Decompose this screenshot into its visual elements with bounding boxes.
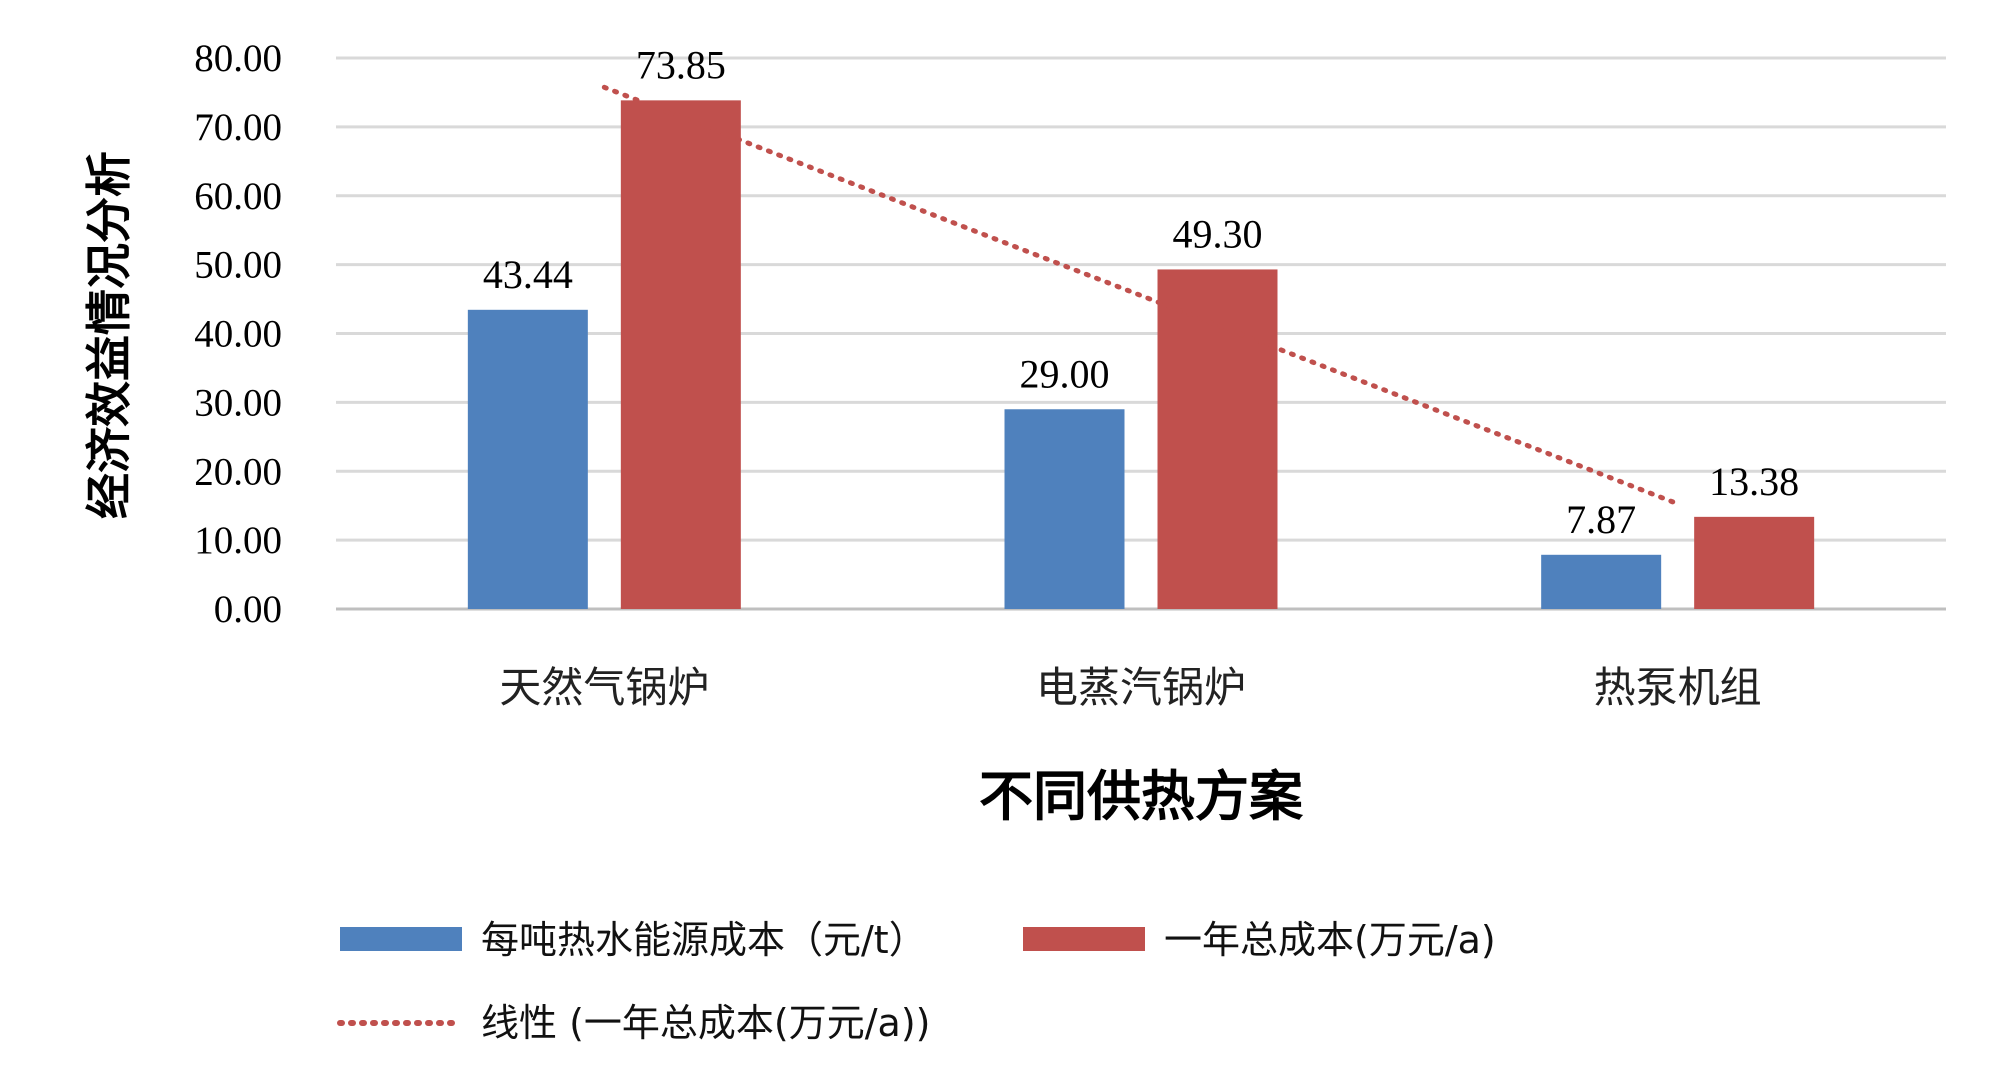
data-label: 13.38	[1709, 459, 1799, 504]
y-tick-labels: 0.00 10.00 20.00 30.00 40.00 50.00 60.00 70.00 8…	[194, 37, 282, 631]
legend: 每吨热水能源成本（元/t） 一年总成本(万元/a) 线性 (一年总成本(万元/a…	[337, 918, 1496, 1045]
data-label: 29.00	[1020, 351, 1110, 396]
y-axis-title: 经济效益情况分析	[82, 151, 136, 519]
y-tick-label: 0.00	[214, 588, 282, 631]
y-tick-label: 80.00	[194, 37, 282, 80]
category-labels: 天然气锅炉 电蒸汽锅炉 热泵机组	[499, 663, 1761, 712]
bar	[1694, 516, 1815, 609]
data-labels: 43.44 73.85 29.00 49.30 7.87 13.38	[483, 42, 1799, 541]
legend-label-series-2: 一年总成本(万元/a)	[1164, 918, 1496, 962]
legend-swatch-series-2	[1023, 927, 1145, 951]
bar	[1541, 554, 1662, 609]
y-tick-label: 20.00	[194, 450, 282, 493]
y-tick-label: 30.00	[194, 381, 282, 424]
data-label: 7.87	[1566, 497, 1636, 542]
bar	[467, 309, 588, 609]
y-tick-label: 60.00	[194, 175, 282, 218]
category-label: 电蒸汽锅炉	[1036, 663, 1246, 712]
y-tick-label: 10.00	[194, 519, 282, 562]
y-tick-label: 40.00	[194, 313, 282, 356]
bars	[467, 100, 1815, 609]
y-tick-label: 50.00	[194, 244, 282, 287]
x-axis-title: 不同供热方案	[979, 765, 1304, 828]
category-label: 天然气锅炉	[499, 663, 709, 712]
trendline-path	[601, 84, 1681, 507]
data-label: 73.85	[636, 42, 726, 87]
bar	[620, 100, 741, 609]
data-label: 49.30	[1173, 211, 1263, 256]
bar	[1157, 269, 1278, 609]
bar	[1004, 409, 1125, 609]
legend-label-series-1: 每吨热水能源成本（元/t）	[481, 918, 927, 962]
trendline	[601, 84, 1681, 507]
legend-label-trendline: 线性 (一年总成本(万元/a))	[481, 1001, 930, 1045]
data-label: 43.44	[483, 252, 573, 297]
category-label: 热泵机组	[1594, 663, 1762, 712]
y-tick-label: 70.00	[194, 106, 282, 149]
gridlines	[336, 56, 1946, 611]
legend-swatch-series-1	[340, 927, 462, 951]
